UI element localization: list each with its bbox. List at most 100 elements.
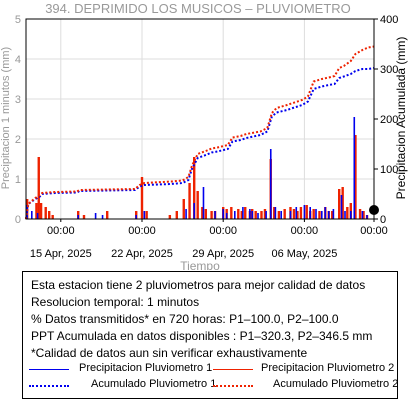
accumulated-lines	[25, 45, 375, 220]
legend-swatch-p1	[29, 369, 69, 370]
precip-bar-p2	[140, 177, 144, 219]
precip-bar-p2	[260, 211, 263, 219]
precip-bar-p1	[222, 209, 224, 219]
precip-bar-p1	[257, 213, 259, 219]
info-legend-box: Esta estacion tiene 2 pluviometros para …	[22, 271, 398, 399]
precip-bar-p2	[277, 211, 281, 219]
precip-bar-p1	[321, 211, 323, 219]
precip-bar-p1	[94, 213, 97, 219]
precip-bar-p1	[265, 211, 267, 219]
precip-bar-p2	[283, 209, 286, 219]
precip-bar-p1	[315, 209, 317, 219]
precip-bar-p1	[269, 149, 272, 219]
precip-bar-p1	[340, 195, 343, 219]
precip-bar-p1	[361, 211, 364, 219]
precip-bar-p2	[341, 187, 344, 219]
precip-bar-p2	[106, 211, 109, 219]
right-axis-ticks: 0 100 200 300 400	[374, 14, 398, 226]
x-time-label: 00:00	[128, 225, 156, 237]
note-stations: Esta estacion tiene 2 pluviometros para …	[31, 278, 366, 292]
end-marker	[369, 205, 379, 215]
precip-bar-p1	[242, 207, 244, 219]
precip-bar-p1	[344, 211, 346, 219]
precip-bar-p1	[185, 209, 187, 219]
precip-bar-p1	[36, 213, 39, 219]
left-tick-label: 3	[15, 94, 21, 106]
precip-bar-p1	[309, 207, 311, 219]
note-resolution: Resolucion temporal: 1 minutos	[31, 295, 200, 309]
precip-bar-p2	[48, 211, 51, 219]
x-date-label: 06 May, 2025	[271, 248, 337, 260]
precip-bar-p2	[305, 205, 308, 219]
precip-bar-p2	[175, 211, 178, 219]
right-tick-label: 200	[380, 114, 398, 126]
precip-bar-p1	[289, 211, 292, 219]
precip-bar-p1	[249, 209, 251, 219]
precip-bar-p1	[225, 213, 228, 219]
accumulated-line-p1	[25, 67, 375, 220]
chart-title: 394. DEPRIMIDO LOS MUSICOS – PLUVIOMETRO	[45, 1, 351, 16]
x-date-label: 29 Apr, 2025	[192, 248, 254, 260]
precip-bar-p2	[35, 203, 38, 219]
legend-swatch-p2	[213, 369, 253, 370]
precip-bar-p1	[251, 211, 253, 219]
precip-bar-p2	[204, 209, 207, 219]
precip-bar-p2	[354, 135, 357, 219]
precip-bar-p2	[82, 215, 86, 219]
note-transmitted: % Datos transmitidos* en 720 horas: P1–1…	[31, 312, 339, 326]
precip-bar-p2	[244, 207, 247, 219]
precip-bar-p2	[193, 157, 196, 219]
precip-bar-p2	[263, 209, 267, 219]
x-axis-ticks: 00:00 15 Apr, 2025 00:00 22 Apr, 2025 00:00 2…	[30, 219, 388, 260]
right-tick-label: 300	[380, 64, 398, 76]
precip-bar-p1	[274, 207, 277, 219]
legend-swatch-a1	[29, 385, 69, 387]
precip-bar-p1	[295, 207, 298, 219]
precip-bar-p2	[168, 215, 172, 219]
precip-bar-p2	[338, 189, 341, 219]
precip-bar-p1	[101, 215, 104, 219]
x-date-label: 22 Apr, 2025	[111, 248, 173, 260]
precip-bars-p2	[25, 135, 369, 219]
x-time-label: 00:00	[209, 225, 237, 237]
x-time-label: 00:00	[291, 225, 319, 237]
precip-bar-p2	[254, 211, 257, 219]
x-time-label: 00:00	[47, 225, 75, 237]
precip-bar-p1	[324, 207, 327, 219]
precip-bar-p1	[303, 205, 306, 219]
legend-label-a2: Acumulado Pluviometro 2	[273, 378, 399, 390]
right-axis-label: Precipitacion Acumulada (mm)	[394, 37, 408, 200]
precip-bar-p2	[145, 211, 148, 219]
right-tick-label: 400	[380, 14, 398, 26]
note-accumulated: PPT Acumulada en datos disponibles : P1–…	[31, 329, 373, 343]
left-tick-label: 1	[15, 174, 21, 186]
precip-bar-p2	[39, 203, 43, 219]
precip-bar-p1	[202, 187, 205, 219]
precip-bar-p2	[299, 207, 303, 219]
left-tick-label: 2	[15, 134, 21, 146]
precip-bar-p2	[273, 207, 276, 219]
precipitation-chart: 394. DEPRIMIDO LOS MUSICOS – PLUVIOMETRO…	[0, 1, 408, 270]
x-date-label: 15 Apr, 2025	[30, 248, 92, 260]
precip-bar-p2	[240, 211, 243, 219]
accumulated-line-p2	[25, 45, 375, 220]
precip-bar-p2	[358, 209, 362, 219]
right-tick-label: 0	[380, 214, 386, 226]
precip-bar-p2	[296, 211, 299, 219]
precip-bar-p2	[318, 211, 321, 219]
precip-bars-p1	[26, 117, 368, 219]
precip-bar-p2	[51, 215, 54, 219]
precip-bar-p2	[362, 211, 365, 219]
legend-swatch-a2	[213, 385, 253, 387]
left-tick-label: 0	[15, 214, 21, 226]
legend-label-a1: Acumulado Pluviometro 1	[91, 378, 217, 390]
precip-bar-p1	[350, 211, 352, 219]
precip-bar-p2	[346, 207, 349, 219]
precip-bar-p2	[196, 191, 199, 219]
precip-bar-p1	[143, 211, 146, 219]
precip-bar-p2	[201, 207, 204, 219]
precip-bar-p1	[234, 211, 236, 219]
precip-bar-p1	[332, 209, 335, 219]
precip-bar-p1	[77, 215, 79, 219]
left-tick-label: 5	[15, 14, 21, 26]
